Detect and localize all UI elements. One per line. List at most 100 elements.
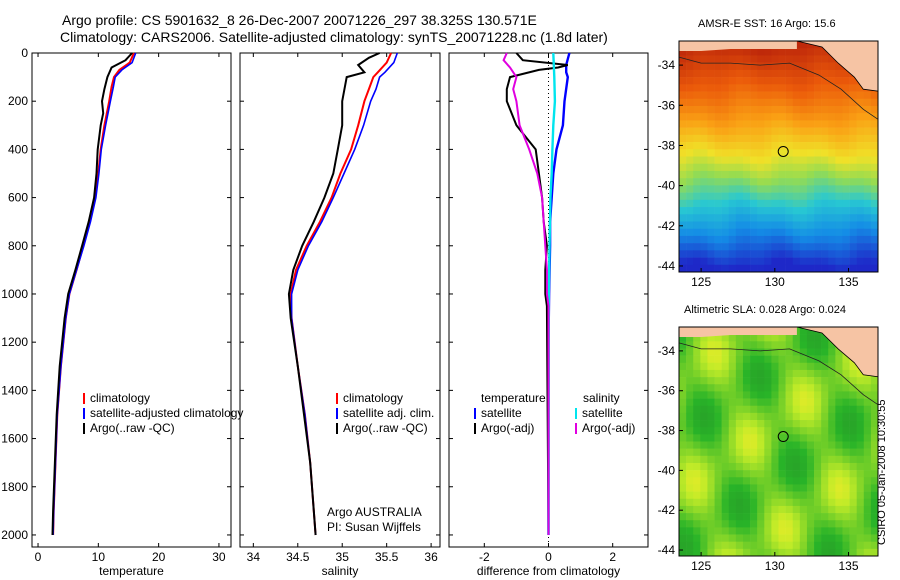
heatmap-cell [778,484,786,492]
heatmap-cell [771,455,779,464]
heatmap-cell [686,513,694,521]
heatmap-cell [742,149,751,157]
heatmap-cell [828,55,836,63]
heatmap-cell [693,192,701,201]
heatmap-cell [806,434,815,442]
heatmap-cell [707,527,715,535]
heatmap-cell [714,192,722,201]
heatmap-cell [735,448,744,457]
heatmap-cell [870,455,879,464]
heatmap-cell [721,377,730,385]
x-tick-label: 0 [35,550,42,564]
heatmap-cell [764,427,772,435]
heatmap-cell [764,355,772,364]
heatmap-cell [750,127,758,136]
heatmap-cell [714,377,722,385]
heatmap-cell [814,412,822,421]
heatmap-cell [835,235,843,244]
heatmap-cell [849,185,857,193]
heatmap-cell [849,120,857,128]
heatmap-cell [792,127,801,136]
heatmap-cell [806,214,815,222]
heatmap-cell [799,334,808,342]
heatmap-cell [792,484,801,492]
heatmap-cell [814,127,822,136]
heatmap-cell [679,221,687,229]
heatmap-cell [835,142,843,150]
heatmap-cell [821,369,829,378]
heatmap-cell [806,355,815,364]
heatmap-cell [863,178,872,186]
heatmap-cell [735,214,744,222]
heatmap-cell [870,391,879,399]
heatmap-cell [849,498,857,507]
heatmap-cell [835,441,843,449]
heatmap-cell [814,98,822,107]
heatmap-cell [714,105,722,114]
heatmap-cell [806,105,815,114]
heatmap-cell [742,192,751,201]
heatmap-cell [693,156,701,165]
heatmap-cell [742,448,751,457]
heatmap-cell [814,434,822,442]
heatmap-cell [806,462,815,471]
heatmap-cell [771,398,779,407]
heatmap-cell [728,434,737,442]
heatmap-cell [835,491,843,500]
heatmap-cell [750,55,758,63]
map-x-tick-label: 135 [839,559,859,573]
heatmap-cell [792,48,801,56]
heatmap-cell [814,113,822,121]
heatmap-cell [707,62,715,71]
heatmap-cell [764,334,772,342]
heatmap-cell [828,221,836,229]
heatmap-cell [764,498,772,507]
heatmap-cell [806,98,815,107]
heatmap-cell [721,170,730,179]
heatmap-cell [842,477,850,485]
heatmap-cell [785,192,794,201]
chart-title-line-2: Climatology: CARS2006. Satellite-adjuste… [60,29,608,45]
heatmap-cell [693,391,701,399]
heatmap-cell [828,207,836,215]
heatmap-cell [714,541,722,550]
heatmap-cell [728,134,737,143]
heatmap-cell [785,534,794,542]
heatmap-cell [870,434,879,442]
heatmap-cell [835,362,843,371]
heatmap-cell [828,199,836,208]
x-tick-label: 34 [247,550,261,564]
heatmap-cell [700,412,708,421]
heatmap-cell [814,178,822,186]
heatmap-cell [679,84,687,92]
heatmap-cell [742,163,751,172]
heatmap-cell [728,348,737,356]
heatmap-cell [735,348,744,356]
heatmap-cell [835,149,843,157]
heatmap-cell [863,156,872,165]
heatmap-cell [863,105,872,114]
heatmap-cell [757,398,765,407]
heatmap-cell [870,484,879,492]
heatmap-cell [778,77,786,85]
heatmap-cell [742,62,751,71]
heatmap-cell [870,427,879,435]
heatmap-cell [814,77,822,85]
heatmap-cell [842,142,850,150]
heatmap-cell [728,377,737,385]
heatmap-cell [806,348,815,356]
heatmap-cell [792,257,801,266]
heatmap-cell [799,163,808,172]
heatmap-cell [700,420,708,428]
heatmap-cell [700,55,708,63]
heatmap-cell [700,398,708,407]
heatmap-cell [799,185,808,193]
heatmap-cell [806,142,815,150]
heatmap-cell [728,178,737,186]
heatmap-cell [721,484,730,492]
heatmap-cell [799,69,808,78]
map-y-tick-label: -34 [658,344,676,358]
series-line-argo-raw-qc- [287,52,381,536]
heatmap-cell [750,243,758,251]
heatmap-cell [742,334,751,342]
